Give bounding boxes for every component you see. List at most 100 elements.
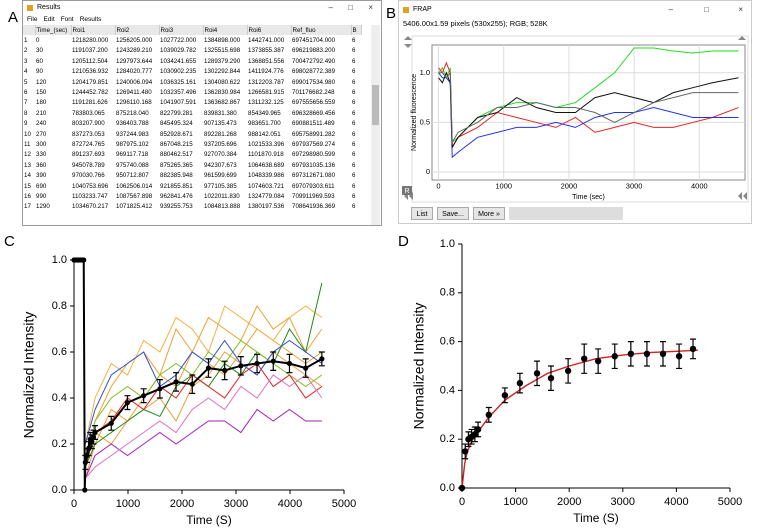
table-cell: 1034241.655 — [160, 57, 197, 65]
table-cell: 708641936.369 — [292, 203, 336, 211]
table-cell: 839831.380 — [204, 109, 237, 117]
table-cell: 1101870.918 — [248, 151, 284, 159]
scrollbar[interactable] — [371, 25, 380, 225]
data-point — [270, 358, 276, 364]
maximize-button[interactable]: □ — [348, 3, 353, 12]
x-tick-label: 3000 — [224, 498, 248, 510]
table-cell: 970030.766 — [72, 172, 105, 180]
table-area: Time_(sec) Roi1 Roi2 Roi3 Roi4 Roi6 Ref_fluo B … — [23, 25, 371, 225]
table-cell: 697931035.136 — [292, 161, 336, 169]
table-cell: 1289379.290 — [204, 57, 241, 65]
table-cell: 891237.693 — [72, 151, 105, 159]
table-row: 8 210 783803.065 875218.040 822799.281 839831… — [23, 108, 361, 118]
table-cell: 1034670.217 — [72, 203, 109, 211]
results-window: Results – □ × File Edit Font Results Time_(… — [22, 0, 382, 226]
table-cell: 1384898.000 — [204, 37, 241, 45]
panel-label: D — [398, 233, 409, 250]
table-cell: 1243289.210 — [116, 47, 153, 55]
table-cell: 15 — [24, 182, 31, 190]
y-tick-label: 0.8 — [52, 300, 67, 312]
data-point — [85, 446, 92, 452]
data-point — [254, 360, 260, 367]
table-cell: 697298980.599 — [292, 151, 336, 159]
table-cell: 845495.324 — [160, 120, 193, 128]
table-cell: 699017534.980 — [292, 78, 336, 86]
error-bar — [462, 443, 469, 460]
data-point — [516, 379, 524, 387]
data-point — [84, 452, 90, 459]
table-cell: 8 — [24, 109, 28, 117]
scroll-thumb[interactable] — [372, 85, 379, 125]
series-line — [84, 408, 322, 479]
error-bar — [88, 434, 95, 450]
column-header: Roi4 — [203, 25, 248, 36]
data-point — [189, 381, 195, 387]
table-cell: 1071825.412 — [116, 203, 153, 211]
error-bar — [90, 429, 97, 445]
y-tick-label: 0.2 — [52, 438, 67, 450]
minimize-button[interactable]: – — [328, 3, 333, 12]
table-cell: 6 — [352, 172, 356, 180]
table-cell: 1218280.000 — [72, 37, 109, 45]
table-row: 10 270 837273.053 937244.983 852928.671 89228… — [23, 129, 361, 139]
table-cell: 690 — [36, 182, 47, 190]
data-point — [173, 379, 179, 385]
x-tick-label: 3000 — [611, 496, 635, 508]
data-point — [77, 257, 84, 263]
table-cell: 1304080.622 — [204, 78, 241, 86]
close-button[interactable]: × — [738, 5, 743, 14]
table-cell: 1240006.094 — [116, 78, 153, 86]
table-cell: 10 — [24, 130, 31, 138]
error-bar — [318, 351, 325, 367]
menu-item[interactable]: Results — [79, 16, 102, 23]
error-bar — [254, 353, 261, 374]
menu-item[interactable]: Font — [60, 16, 74, 23]
menu-bar: File Edit Font Results — [23, 15, 381, 25]
table-cell: 701176682.248 — [292, 89, 335, 97]
close-button[interactable]: × — [368, 3, 373, 12]
data-point — [222, 367, 228, 373]
y-axis-label: Normalized Intensity — [411, 303, 427, 430]
table-row: 7 180 1191281.626 1296110.168 1041907.591 136… — [23, 98, 361, 108]
save-button[interactable]: Save... — [437, 207, 469, 220]
data-point — [82, 459, 88, 465]
more-button[interactable]: More » — [473, 207, 505, 220]
table-cell: 1191281.626 — [72, 99, 108, 107]
table-cell: 942307.673 — [204, 161, 237, 169]
error-bar — [485, 406, 492, 423]
error-bar — [85, 441, 92, 457]
error-bar — [676, 343, 683, 370]
table-cell: 390 — [36, 172, 47, 180]
table-cell: 6 — [352, 151, 356, 159]
table-cell: 6 — [352, 99, 356, 107]
error-bar — [156, 379, 163, 399]
error-bar — [205, 358, 212, 378]
list-button[interactable]: List — [411, 207, 433, 220]
x-tick-label: 5000 — [332, 498, 356, 510]
data-point — [675, 353, 683, 360]
menu-item[interactable]: File — [27, 16, 38, 23]
table-cell: 240 — [36, 120, 47, 128]
table-row: 12 330 891237.693 969117.718 880462.517 92707… — [23, 150, 361, 160]
error-bar — [516, 372, 523, 394]
data-point — [689, 345, 697, 353]
menu-item[interactable]: Edit — [43, 16, 55, 23]
table-cell: 1041907.591 — [160, 99, 197, 107]
table-cell: 1442741.000 — [248, 37, 285, 45]
y-tick-label: 0.4 — [52, 392, 67, 404]
table-cell: 697451704.000 — [292, 37, 336, 45]
table-cell: 12 — [24, 151, 31, 159]
table-cell: 17 — [24, 203, 31, 211]
table-cell: 697937569.274 — [292, 140, 336, 148]
data-point — [564, 367, 572, 375]
table-cell: 921855.851 — [160, 182, 193, 190]
minimize-button[interactable]: – — [668, 5, 673, 14]
table-cell: 803207.900 — [72, 120, 105, 128]
app-icon — [27, 5, 33, 11]
maximize-button[interactable]: □ — [704, 5, 709, 14]
y-axis-label: Normalized Intensity — [21, 312, 37, 439]
table-cell: 875218.040 — [116, 109, 149, 117]
table-cell: 1363682.867 — [204, 99, 241, 107]
x-tick-label: 4000 — [664, 496, 688, 508]
table-cell: 6 — [352, 161, 356, 169]
